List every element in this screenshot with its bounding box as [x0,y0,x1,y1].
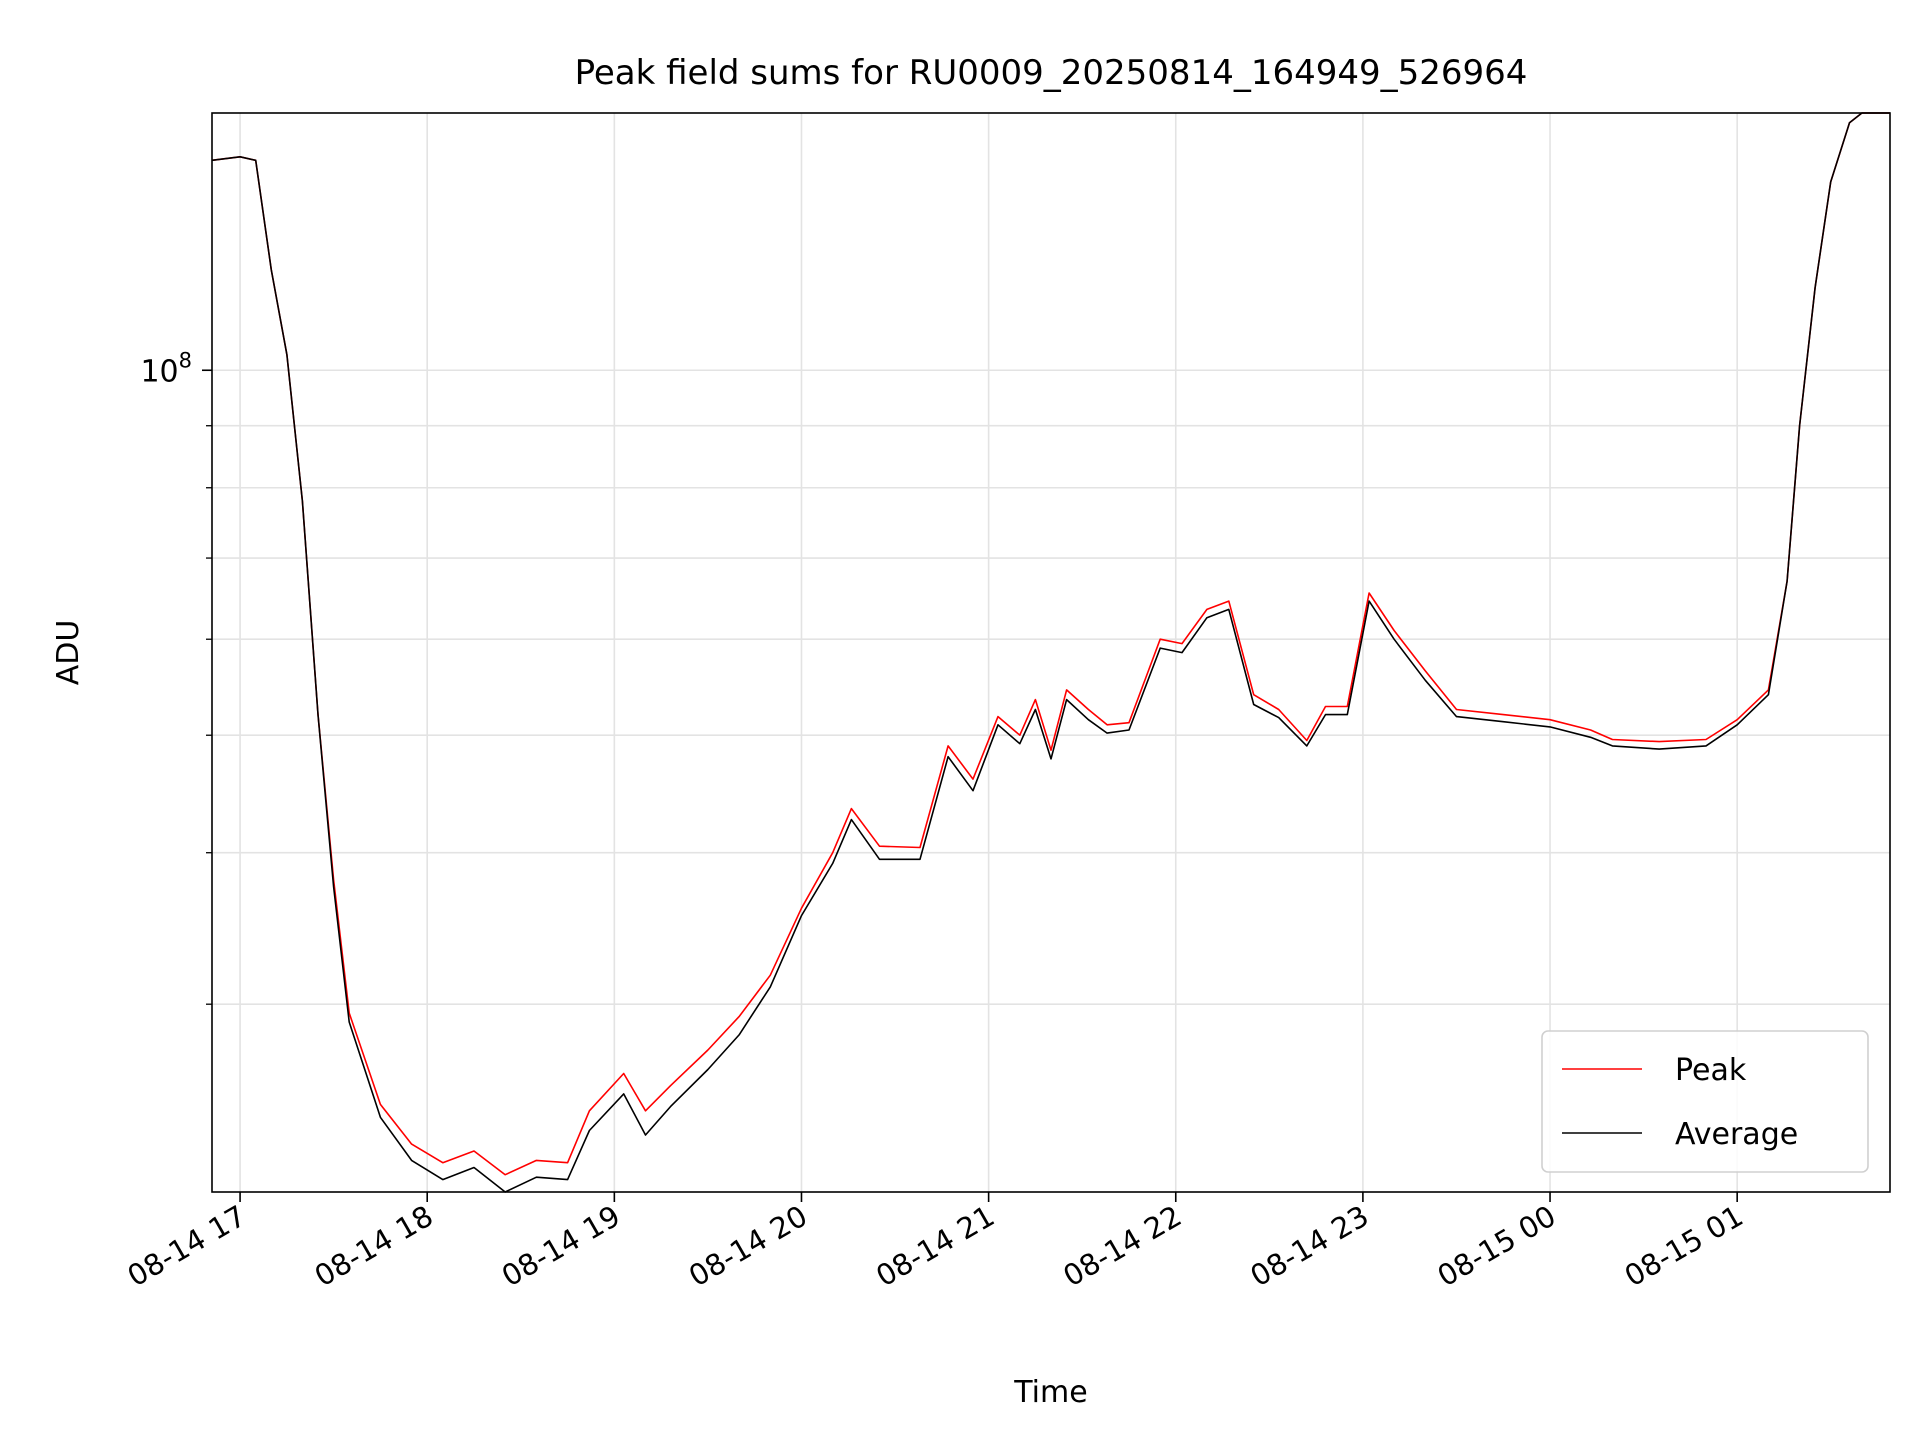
legend-label-peak: Peak [1675,1053,1747,1088]
plot-frame [211,112,1891,1193]
legend: Peak Average [1541,1030,1869,1173]
legend-box [1541,1030,1869,1173]
grid-lines [212,113,1890,1192]
series-line-peak [211,112,1890,1176]
series-line-average [211,112,1890,1193]
series-layer [211,112,1890,1193]
legend-label-average: Average [1675,1117,1798,1152]
x-axis-label: Time [1013,1375,1087,1410]
y-axis-label: ADU [51,620,86,686]
chart-title: Peak field sums for RU0009_20250814_1649… [575,53,1528,93]
y-tick-label: 108 [140,348,192,389]
